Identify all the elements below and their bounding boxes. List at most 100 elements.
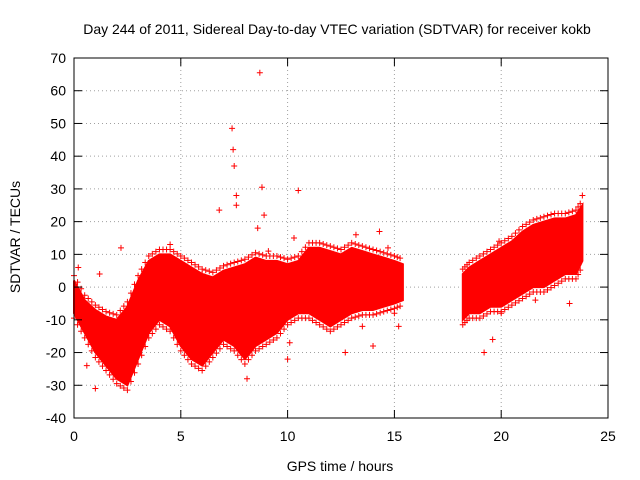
edge-marker <box>540 213 547 220</box>
edge-marker <box>476 253 483 259</box>
edge-marker <box>334 323 341 330</box>
outlier-point <box>481 349 488 356</box>
edge-marker <box>252 249 259 256</box>
edge-marker <box>323 242 330 249</box>
edge-marker <box>523 221 530 228</box>
outlier-point <box>258 184 265 191</box>
edge-marker <box>209 269 216 276</box>
edge-marker <box>113 311 120 318</box>
edge-marker <box>575 203 582 210</box>
edge-marker <box>391 253 398 259</box>
edge-marker <box>238 257 245 264</box>
edge-marker <box>213 267 220 274</box>
edge-marker <box>149 250 156 257</box>
edge-marker <box>188 259 195 266</box>
edge-marker <box>323 326 330 333</box>
edge-marker <box>469 257 476 264</box>
outlier-point <box>310 251 317 258</box>
edge-marker <box>245 254 252 261</box>
edge-marker <box>81 292 88 299</box>
y-tick-label: -10 <box>46 312 66 328</box>
edge-marker <box>224 261 231 268</box>
plot-frame <box>73 57 609 419</box>
edge-marker <box>184 257 191 264</box>
outlier-point <box>167 241 174 248</box>
y-tick-label: 60 <box>50 83 66 99</box>
edge-marker <box>345 317 352 324</box>
edge-marker <box>234 258 241 265</box>
edge-marker <box>380 249 387 256</box>
edge-marker <box>277 330 284 337</box>
edge-marker <box>92 302 99 309</box>
edge-marker <box>320 323 327 330</box>
edge-marker <box>555 280 562 287</box>
outlier-point <box>498 310 505 317</box>
edge-marker <box>512 299 519 306</box>
edge-marker <box>565 209 572 216</box>
edge-marker <box>338 246 344 253</box>
edge-marker <box>366 245 373 252</box>
edge-marker <box>266 339 273 346</box>
edge-marker <box>327 243 334 250</box>
edge-marker <box>373 310 380 317</box>
outlier-point <box>75 264 82 271</box>
edge-marker <box>394 254 401 261</box>
edge-marker <box>359 243 366 250</box>
edge-marker <box>220 262 227 269</box>
edge-marker <box>320 241 327 247</box>
edge-marker <box>387 251 394 258</box>
outlier-point <box>291 235 298 241</box>
edge-marker <box>170 334 177 341</box>
edge-marker <box>252 347 259 354</box>
edge-marker <box>227 345 234 352</box>
edge-marker <box>305 315 312 322</box>
edge-marker <box>288 319 295 326</box>
outlier-point <box>96 271 103 277</box>
edge-marker <box>397 303 404 310</box>
edge-marker <box>184 356 191 363</box>
x-tick-label: 25 <box>600 428 616 444</box>
outlier-point <box>566 300 573 307</box>
outlier-point <box>532 297 539 304</box>
edge-marker <box>231 347 238 354</box>
edge-marker <box>195 263 202 270</box>
edge-marker <box>238 356 245 363</box>
outlier-point <box>269 323 276 330</box>
edge-marker <box>330 326 337 333</box>
outlier-point <box>261 212 268 219</box>
edge-marker <box>397 255 404 262</box>
edge-marker <box>103 308 110 315</box>
outlier-point <box>391 310 398 317</box>
edge-marker <box>466 259 473 266</box>
edge-marker <box>259 251 266 258</box>
edge-marker <box>152 326 159 333</box>
edge-marker <box>309 317 316 324</box>
y-tick-label: 40 <box>50 148 66 164</box>
edge-marker <box>234 352 241 359</box>
outlier-point <box>199 271 206 277</box>
outlier-point <box>231 163 238 169</box>
outlier-point <box>230 146 237 153</box>
edge-marker <box>544 286 551 293</box>
edge-marker <box>99 306 106 313</box>
edge-marker <box>519 223 526 230</box>
edge-marker <box>138 266 145 273</box>
y-tick-label: -40 <box>46 410 66 426</box>
edge-marker <box>501 306 508 313</box>
edge-marker <box>281 326 288 333</box>
edge-marker <box>192 363 199 370</box>
edge-marker <box>341 319 348 326</box>
edge-marker <box>277 254 284 261</box>
edge-marker <box>577 200 584 207</box>
edge-marker <box>327 328 334 335</box>
edge-marker <box>551 282 558 289</box>
edge-marker <box>508 233 515 240</box>
edge-marker <box>348 239 355 246</box>
edge-marker <box>508 302 515 309</box>
outlier-point <box>284 356 291 363</box>
edge-marker <box>106 371 113 378</box>
edge-marker <box>138 352 145 359</box>
edge-marker <box>526 219 533 226</box>
y-tick-label: 70 <box>50 50 66 66</box>
